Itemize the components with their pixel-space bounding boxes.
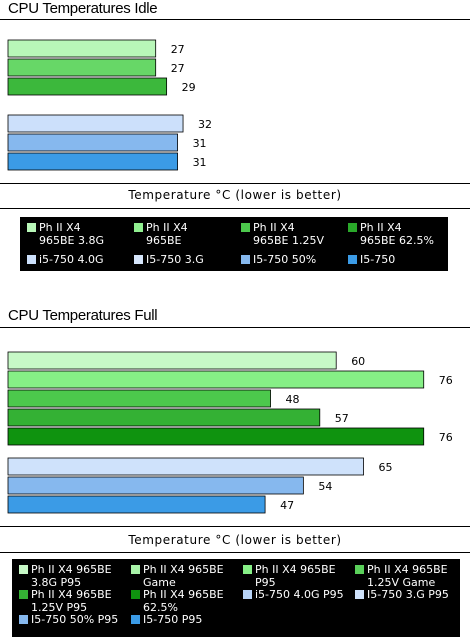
legend-label: Ph II X4 965BE 1.25V (253, 221, 325, 247)
legend-swatch (241, 255, 250, 264)
axis-label-rule-idle (0, 208, 470, 209)
legend-label: I5-750 3.G P95 (367, 588, 449, 601)
legend-swatch (243, 565, 252, 574)
bar-1-2 (7, 152, 178, 171)
legend-label: I5-750 3.G (146, 253, 204, 266)
legend-swatch (19, 615, 28, 624)
data-label-1-2: 31 (193, 156, 207, 169)
bar-0-2 (7, 389, 271, 408)
data-label-0-2: 29 (182, 81, 196, 94)
data-label-0-2: 48 (286, 393, 300, 406)
bar-0-0 (7, 39, 157, 58)
bar-0-3 (7, 408, 321, 427)
x-axis-label-full: Temperature °C (lower is better) (128, 533, 342, 547)
legend-swatch (355, 565, 364, 574)
bar-plot-full: 60 76 48 57 76 65 54 47 (7, 351, 470, 524)
legend-swatch (355, 590, 364, 599)
legend-swatch (134, 255, 143, 264)
bar-1-2 (7, 495, 266, 514)
data-label-1-0: 32 (198, 118, 212, 131)
axis-label-rule-full (0, 552, 470, 553)
bar-1-1 (7, 476, 304, 495)
data-label-0-4: 76 (439, 431, 453, 444)
chart-title-idle: CPU Temperatures Idle (8, 0, 158, 17)
bar-1-0 (7, 457, 364, 476)
legend-label: i5-750 4.0G P95 (255, 588, 344, 601)
data-label-0-3: 57 (335, 412, 349, 425)
legend-label: I5-750 50% (253, 253, 317, 266)
x-axis-label-idle: Temperature °C (lower is better) (128, 188, 342, 202)
legend-swatch (243, 590, 252, 599)
legend-swatch (241, 223, 250, 232)
legend-full: Ph II X4 965BE 3.8G P95 Ph II X4 965BE Ga… (12, 559, 460, 637)
legend-swatch (348, 255, 357, 264)
legend-label: Ph II X4 965BE 1.25V P95 (31, 588, 112, 614)
bar-0-1 (7, 370, 425, 389)
axis-rule-idle (0, 183, 470, 184)
title-rule-idle (0, 19, 470, 20)
legend-label: Ph II X4 965BE 1.25V Game (367, 563, 448, 589)
bar-0-2 (7, 77, 168, 96)
legend-swatch (19, 565, 28, 574)
legend-label: i5-750 4.0G (39, 253, 104, 266)
legend-label: Ph II X4 965BE 62.5% (143, 588, 224, 614)
legend-swatch (27, 223, 36, 232)
bar-plot-idle: 27 27 29 32 31 31 (7, 39, 470, 180)
legend-swatch (131, 565, 140, 574)
legend-label: I5-750 50% P95 (31, 613, 119, 626)
legend-label: I5-750 (360, 253, 396, 266)
data-label-1-1: 31 (193, 137, 207, 150)
legend-label: Ph II X4 965BE 3.8G (39, 221, 105, 247)
data-label-0-1: 76 (439, 374, 453, 387)
data-label-0-1: 27 (171, 62, 185, 75)
data-label-1-1: 54 (318, 480, 332, 493)
legend-swatch (19, 590, 28, 599)
legend-idle: Ph II X4 965BE 3.8G Ph II X4 965BE Ph II X… (20, 217, 448, 271)
legend-swatch (131, 615, 140, 624)
bar-chart-idle-svg: 27 27 29 32 31 31 (7, 39, 212, 171)
legend-label: Ph II X4 965BE P95 (255, 563, 336, 589)
chart-title-full: CPU Temperatures Full (8, 307, 158, 324)
title-rule-full (0, 327, 470, 328)
axis-rule-full (0, 526, 470, 527)
legend-label: Ph II X4 965BE 62.5% (360, 221, 434, 247)
data-label-1-2: 47 (280, 499, 294, 512)
data-label-1-0: 65 (379, 461, 393, 474)
legend-label: Ph II X4 965BE 3.8G P95 (31, 563, 112, 589)
legend-label: Ph II X4 965BE (146, 221, 188, 247)
bar-1-0 (7, 114, 184, 133)
legend-swatch (348, 223, 357, 232)
legend-swatch (134, 223, 143, 232)
legend-label: Ph II X4 965BE Game (143, 563, 224, 589)
legend-swatch (27, 255, 36, 264)
bar-0-1 (7, 58, 157, 77)
data-label-0-0: 27 (171, 43, 185, 56)
legend-label: I5-750 P95 (143, 613, 203, 626)
bar-0-4 (7, 427, 425, 446)
bar-1-1 (7, 133, 178, 152)
legend-swatch (131, 590, 140, 599)
data-label-0-0: 60 (351, 355, 365, 368)
bar-0-0 (7, 351, 337, 370)
bar-chart-full-svg: 60 76 48 57 76 65 54 47 (7, 351, 453, 514)
